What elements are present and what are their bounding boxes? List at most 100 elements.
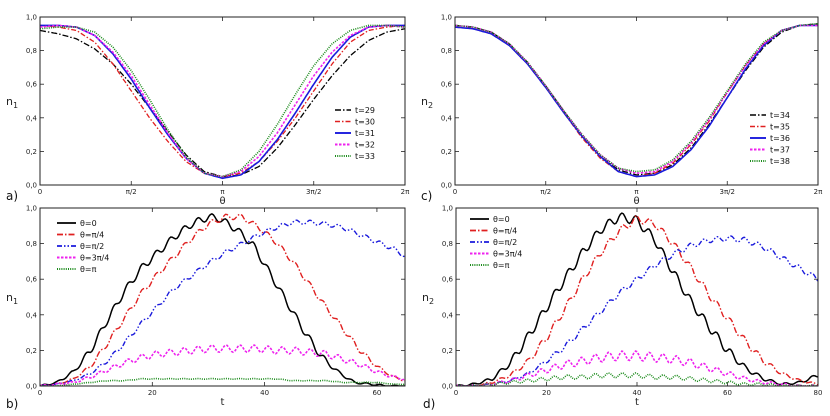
y-tick-label: 0,0 bbox=[26, 383, 37, 391]
legend-label: t=37 bbox=[770, 146, 790, 155]
y-axis-label: n1 bbox=[6, 291, 18, 306]
legend-label: θ=0 bbox=[493, 215, 510, 224]
y-axis-label: n1 bbox=[6, 95, 18, 110]
y-axis-label-subscript: 1 bbox=[13, 297, 18, 306]
y-axis-label-subscript: 2 bbox=[429, 297, 434, 306]
legend-label: θ=0 bbox=[80, 219, 97, 228]
x-tick-label: π/2 bbox=[126, 188, 137, 196]
y-tick-label: 1,0 bbox=[26, 14, 37, 22]
plot-frame bbox=[39, 16, 406, 186]
y-tick-label: 0,4 bbox=[441, 114, 453, 122]
series-line bbox=[455, 24, 818, 178]
series-line bbox=[455, 24, 818, 175]
y-axis-label-subscript: 2 bbox=[428, 101, 433, 110]
series-line bbox=[456, 372, 818, 386]
y-tick-label: 0,4 bbox=[26, 114, 38, 122]
legend-label: t=34 bbox=[770, 111, 790, 120]
y-tick-label: 0,6 bbox=[442, 276, 454, 284]
panel-label: a) bbox=[6, 189, 18, 203]
series-line bbox=[40, 28, 405, 178]
series-line bbox=[40, 344, 405, 386]
legend-label: θ=3π/4 bbox=[493, 250, 522, 259]
panel-label: d) bbox=[423, 397, 435, 411]
panel-c: 0 π/2 π 3π/2 2π 0,0 0,2 0,4 0,6 0,8 1,0 θ n2 c) t=34 t=… bbox=[421, 14, 823, 208]
series-line bbox=[455, 24, 818, 178]
y-tick-label: 0,0 bbox=[442, 383, 453, 391]
y-tick-label: 0,0 bbox=[26, 182, 37, 190]
series-line bbox=[40, 377, 405, 386]
x-tick-label: π bbox=[220, 188, 225, 196]
series-line bbox=[40, 24, 405, 178]
panel-b: 0 20 40 60 0,0 0,2 0,4 0,6 0,8 1,0 t n1 b) θ=0 θ=π/4 θ=… bbox=[6, 205, 406, 411]
y-tick-label: 1,0 bbox=[442, 205, 453, 213]
x-tick-label: 3π/2 bbox=[306, 188, 321, 196]
legend-label: t=29 bbox=[355, 106, 375, 115]
legend-label: t=31 bbox=[355, 129, 375, 138]
y-tick-label: 0,6 bbox=[26, 276, 38, 284]
series-line bbox=[40, 213, 405, 386]
x-tick-label: 3π/2 bbox=[720, 188, 735, 196]
x-tick-label: 0 bbox=[454, 389, 458, 397]
legend-label: t=35 bbox=[770, 123, 790, 132]
series-line bbox=[456, 235, 818, 386]
x-tick-label: 40 bbox=[260, 389, 269, 397]
y-tick-label: 0,4 bbox=[26, 311, 38, 319]
x-tick-label: 60 bbox=[723, 389, 732, 397]
y-tick-label: 0,2 bbox=[441, 148, 452, 156]
y-tick-label: 0,2 bbox=[26, 347, 37, 355]
series-line bbox=[455, 23, 818, 176]
legend-label: t=38 bbox=[770, 157, 790, 166]
legend-label: t=33 bbox=[355, 152, 375, 161]
plot-frame bbox=[39, 207, 406, 387]
y-tick-label: 0,8 bbox=[26, 240, 37, 248]
x-tick-label: 60 bbox=[372, 389, 381, 397]
y-tick-label: 0,6 bbox=[441, 81, 453, 89]
x-tick-label: 20 bbox=[542, 389, 551, 397]
panel-label: c) bbox=[421, 189, 432, 203]
y-tick-label: 0,8 bbox=[26, 47, 37, 55]
x-tick-label: 2π bbox=[814, 188, 823, 196]
legend-label: θ=π/4 bbox=[493, 227, 517, 236]
x-tick-label: π/2 bbox=[540, 188, 551, 196]
y-tick-label: 1,0 bbox=[26, 205, 37, 213]
x-tick-label: 0 bbox=[38, 188, 42, 196]
x-tick-label: 40 bbox=[633, 389, 642, 397]
legend-label: θ=3π/4 bbox=[80, 254, 109, 263]
series-line bbox=[456, 350, 818, 386]
x-tick-label: 0 bbox=[453, 188, 457, 196]
series-line bbox=[40, 24, 405, 178]
x-tick-label: 80 bbox=[814, 389, 823, 397]
legend-label: t=32 bbox=[355, 141, 375, 150]
series-line bbox=[40, 219, 405, 386]
y-tick-label: 0,6 bbox=[26, 81, 38, 89]
legend-label: θ=π/2 bbox=[80, 242, 104, 251]
legend-label: θ=π bbox=[80, 265, 97, 274]
x-axis-label: t bbox=[635, 397, 639, 408]
y-axis-label-subscript: 1 bbox=[13, 101, 18, 110]
y-tick-label: 0,2 bbox=[442, 347, 453, 355]
x-axis-label: θ bbox=[633, 196, 639, 207]
panel-a: 0 π/2 π 3π/2 2π 0,0 0,2 0,4 0,6 0,8 1,0 θ n1 a) t=29 t=… bbox=[6, 14, 410, 208]
y-tick-label: 0,8 bbox=[442, 240, 453, 248]
legend-label: θ=π/4 bbox=[80, 231, 104, 240]
panel-d: 0 20 40 60 80 0,0 0,2 0,4 0,6 0,8 1,0 t n2 d) θ=0 θ=π/4… bbox=[422, 205, 822, 412]
y-tick-label: 1,0 bbox=[441, 14, 452, 22]
x-axis-label: t bbox=[221, 397, 225, 408]
y-tick-label: 0,4 bbox=[442, 311, 454, 319]
panel-label: b) bbox=[6, 397, 18, 411]
x-tick-label: 0 bbox=[38, 389, 42, 397]
plot-frame bbox=[455, 207, 819, 387]
x-tick-label: 2π bbox=[401, 188, 410, 196]
series-line bbox=[40, 24, 405, 178]
y-axis-label: n2 bbox=[421, 95, 433, 110]
x-tick-label: 20 bbox=[148, 389, 157, 397]
y-tick-label: 0,8 bbox=[441, 47, 452, 55]
legend-label: θ=π bbox=[493, 261, 510, 270]
series-line bbox=[40, 213, 405, 386]
y-tick-label: 0,0 bbox=[441, 182, 452, 190]
series-line bbox=[456, 212, 818, 386]
x-tick-label: π bbox=[634, 188, 639, 196]
legend-label: θ=π/2 bbox=[493, 238, 517, 247]
y-tick-label: 0,2 bbox=[26, 148, 37, 156]
